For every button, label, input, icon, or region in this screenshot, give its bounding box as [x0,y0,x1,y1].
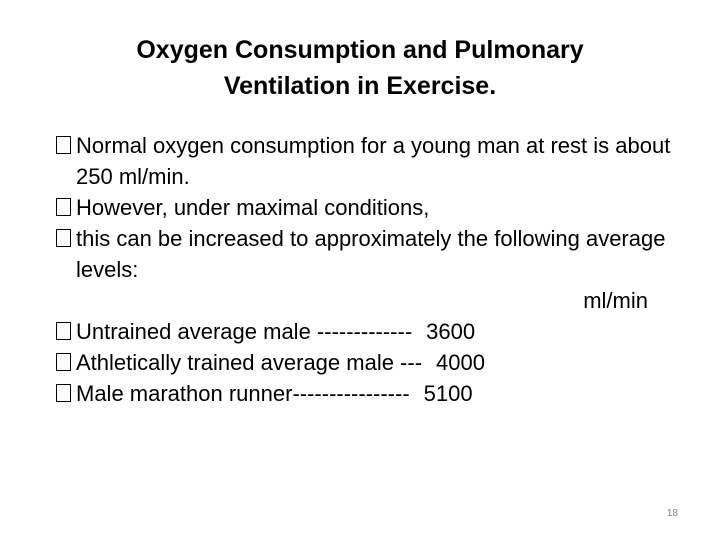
slide-title: Oxygen Consumption and Pulmonary Ventila… [60,32,660,104]
checkbox-bullet-icon [56,198,71,216]
level-label: Male marathon runner---------------- [76,381,410,406]
checkbox-bullet-icon [56,136,71,154]
checkbox-bullet-icon [56,322,71,340]
level-label: Untrained average male ------------- [76,319,413,344]
checkbox-bullet-icon [56,229,71,247]
level-label: Athletically trained average male --- [76,350,423,375]
level-value: 4000 [436,350,485,375]
slide-body: Normal oxygen consumption for a young ma… [56,130,676,409]
level-item-untrained: Untrained average male ------------- 360… [56,316,676,347]
bullet-item: this can be increased to approximately t… [56,223,676,285]
bullet-text: this can be increased to approximately t… [76,226,666,282]
level-item-athletic: Athletically trained average male --- 40… [56,347,676,378]
bullet-item: Normal oxygen consumption for a young ma… [56,130,676,192]
checkbox-bullet-icon [56,384,71,402]
level-item-marathon: Male marathon runner---------------- 510… [56,378,676,409]
title-line-1: Oxygen Consumption and Pulmonary [136,36,584,64]
bullet-text: Normal oxygen consumption for a young ma… [76,133,671,189]
checkbox-bullet-icon [56,353,71,371]
title-line-2: Ventilation in Exercise. [223,72,497,100]
unit-label: ml/min [583,288,648,313]
level-value: 5100 [423,381,473,406]
bullet-item: However, under maximal conditions, [56,192,676,223]
page-number: 18 [666,508,678,519]
level-value: 3600 [426,319,476,344]
bullet-text: However, under maximal conditions, [76,195,430,220]
